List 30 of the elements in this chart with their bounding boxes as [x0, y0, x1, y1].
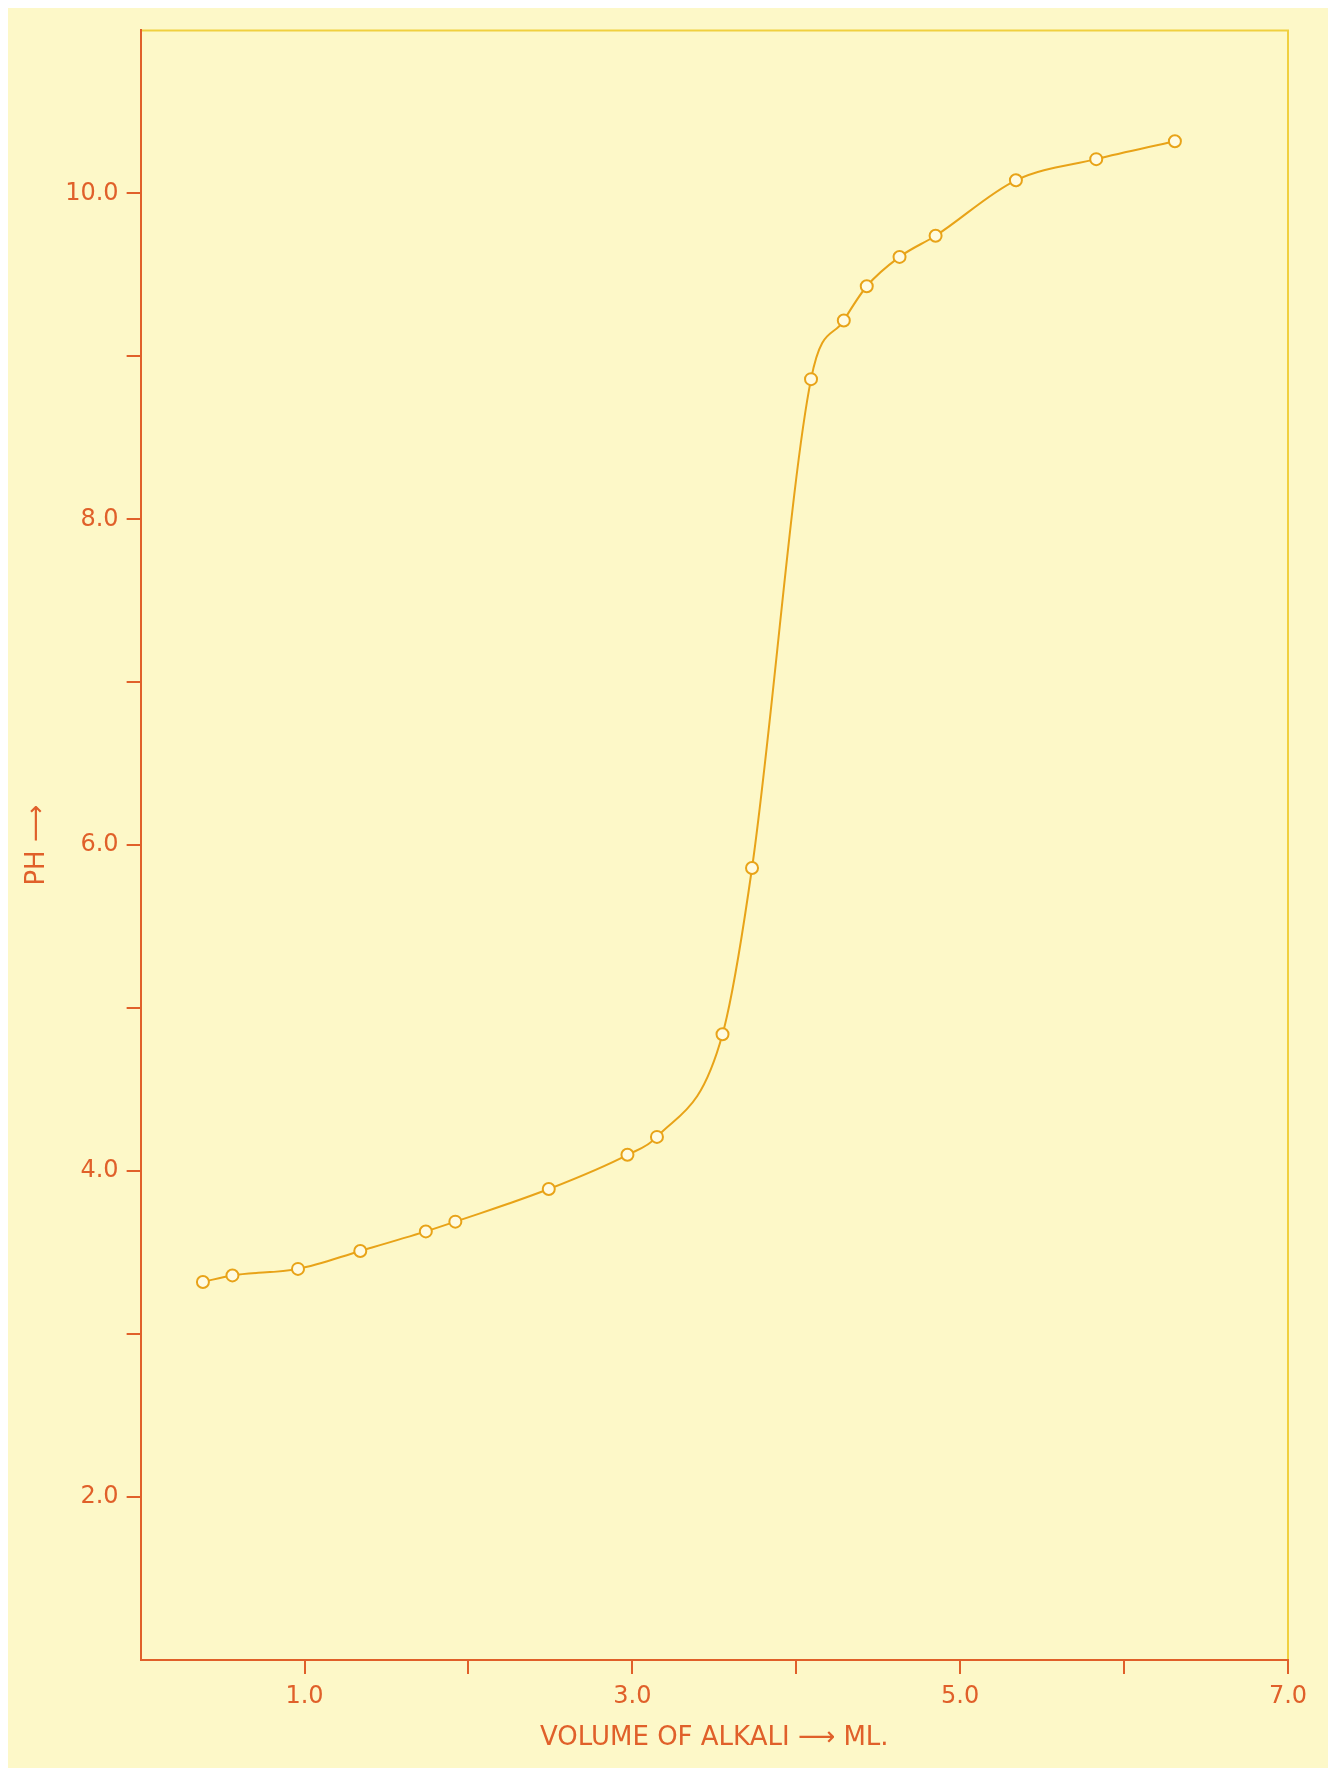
point — [225, 1268, 240, 1283]
point — [859, 279, 874, 294]
point — [620, 1147, 635, 1162]
point — [448, 1214, 463, 1229]
y-tick-label: 4.0 — [80, 1155, 119, 1184]
y-axis-title: PH ⟶ — [20, 804, 51, 886]
x-tick-label: 7.0 — [1268, 1680, 1308, 1709]
point — [353, 1243, 368, 1258]
point — [836, 313, 851, 328]
point — [1008, 173, 1023, 188]
point — [1089, 152, 1104, 167]
y-tick-label: 10.0 — [65, 177, 119, 206]
point — [715, 1027, 730, 1042]
point — [745, 861, 760, 876]
x-tick-label: 5.0 — [941, 1680, 980, 1709]
point — [928, 228, 943, 243]
point — [804, 372, 819, 387]
y-tick-label: 6.0 — [80, 829, 119, 858]
point — [541, 1182, 556, 1197]
point — [290, 1261, 305, 1276]
y-tick-label: 8.0 — [80, 503, 119, 532]
point — [892, 249, 907, 264]
point — [418, 1224, 433, 1239]
x-axis-title: VOLUME OF ALKALI ⟶ ML. — [540, 1721, 889, 1752]
x-tick-label: 3.0 — [613, 1680, 652, 1709]
point — [649, 1129, 664, 1144]
y-tick-label: 2.0 — [80, 1481, 119, 1510]
x-tick-label: 1.0 — [285, 1680, 324, 1709]
point — [1167, 134, 1182, 149]
point — [195, 1274, 210, 1289]
